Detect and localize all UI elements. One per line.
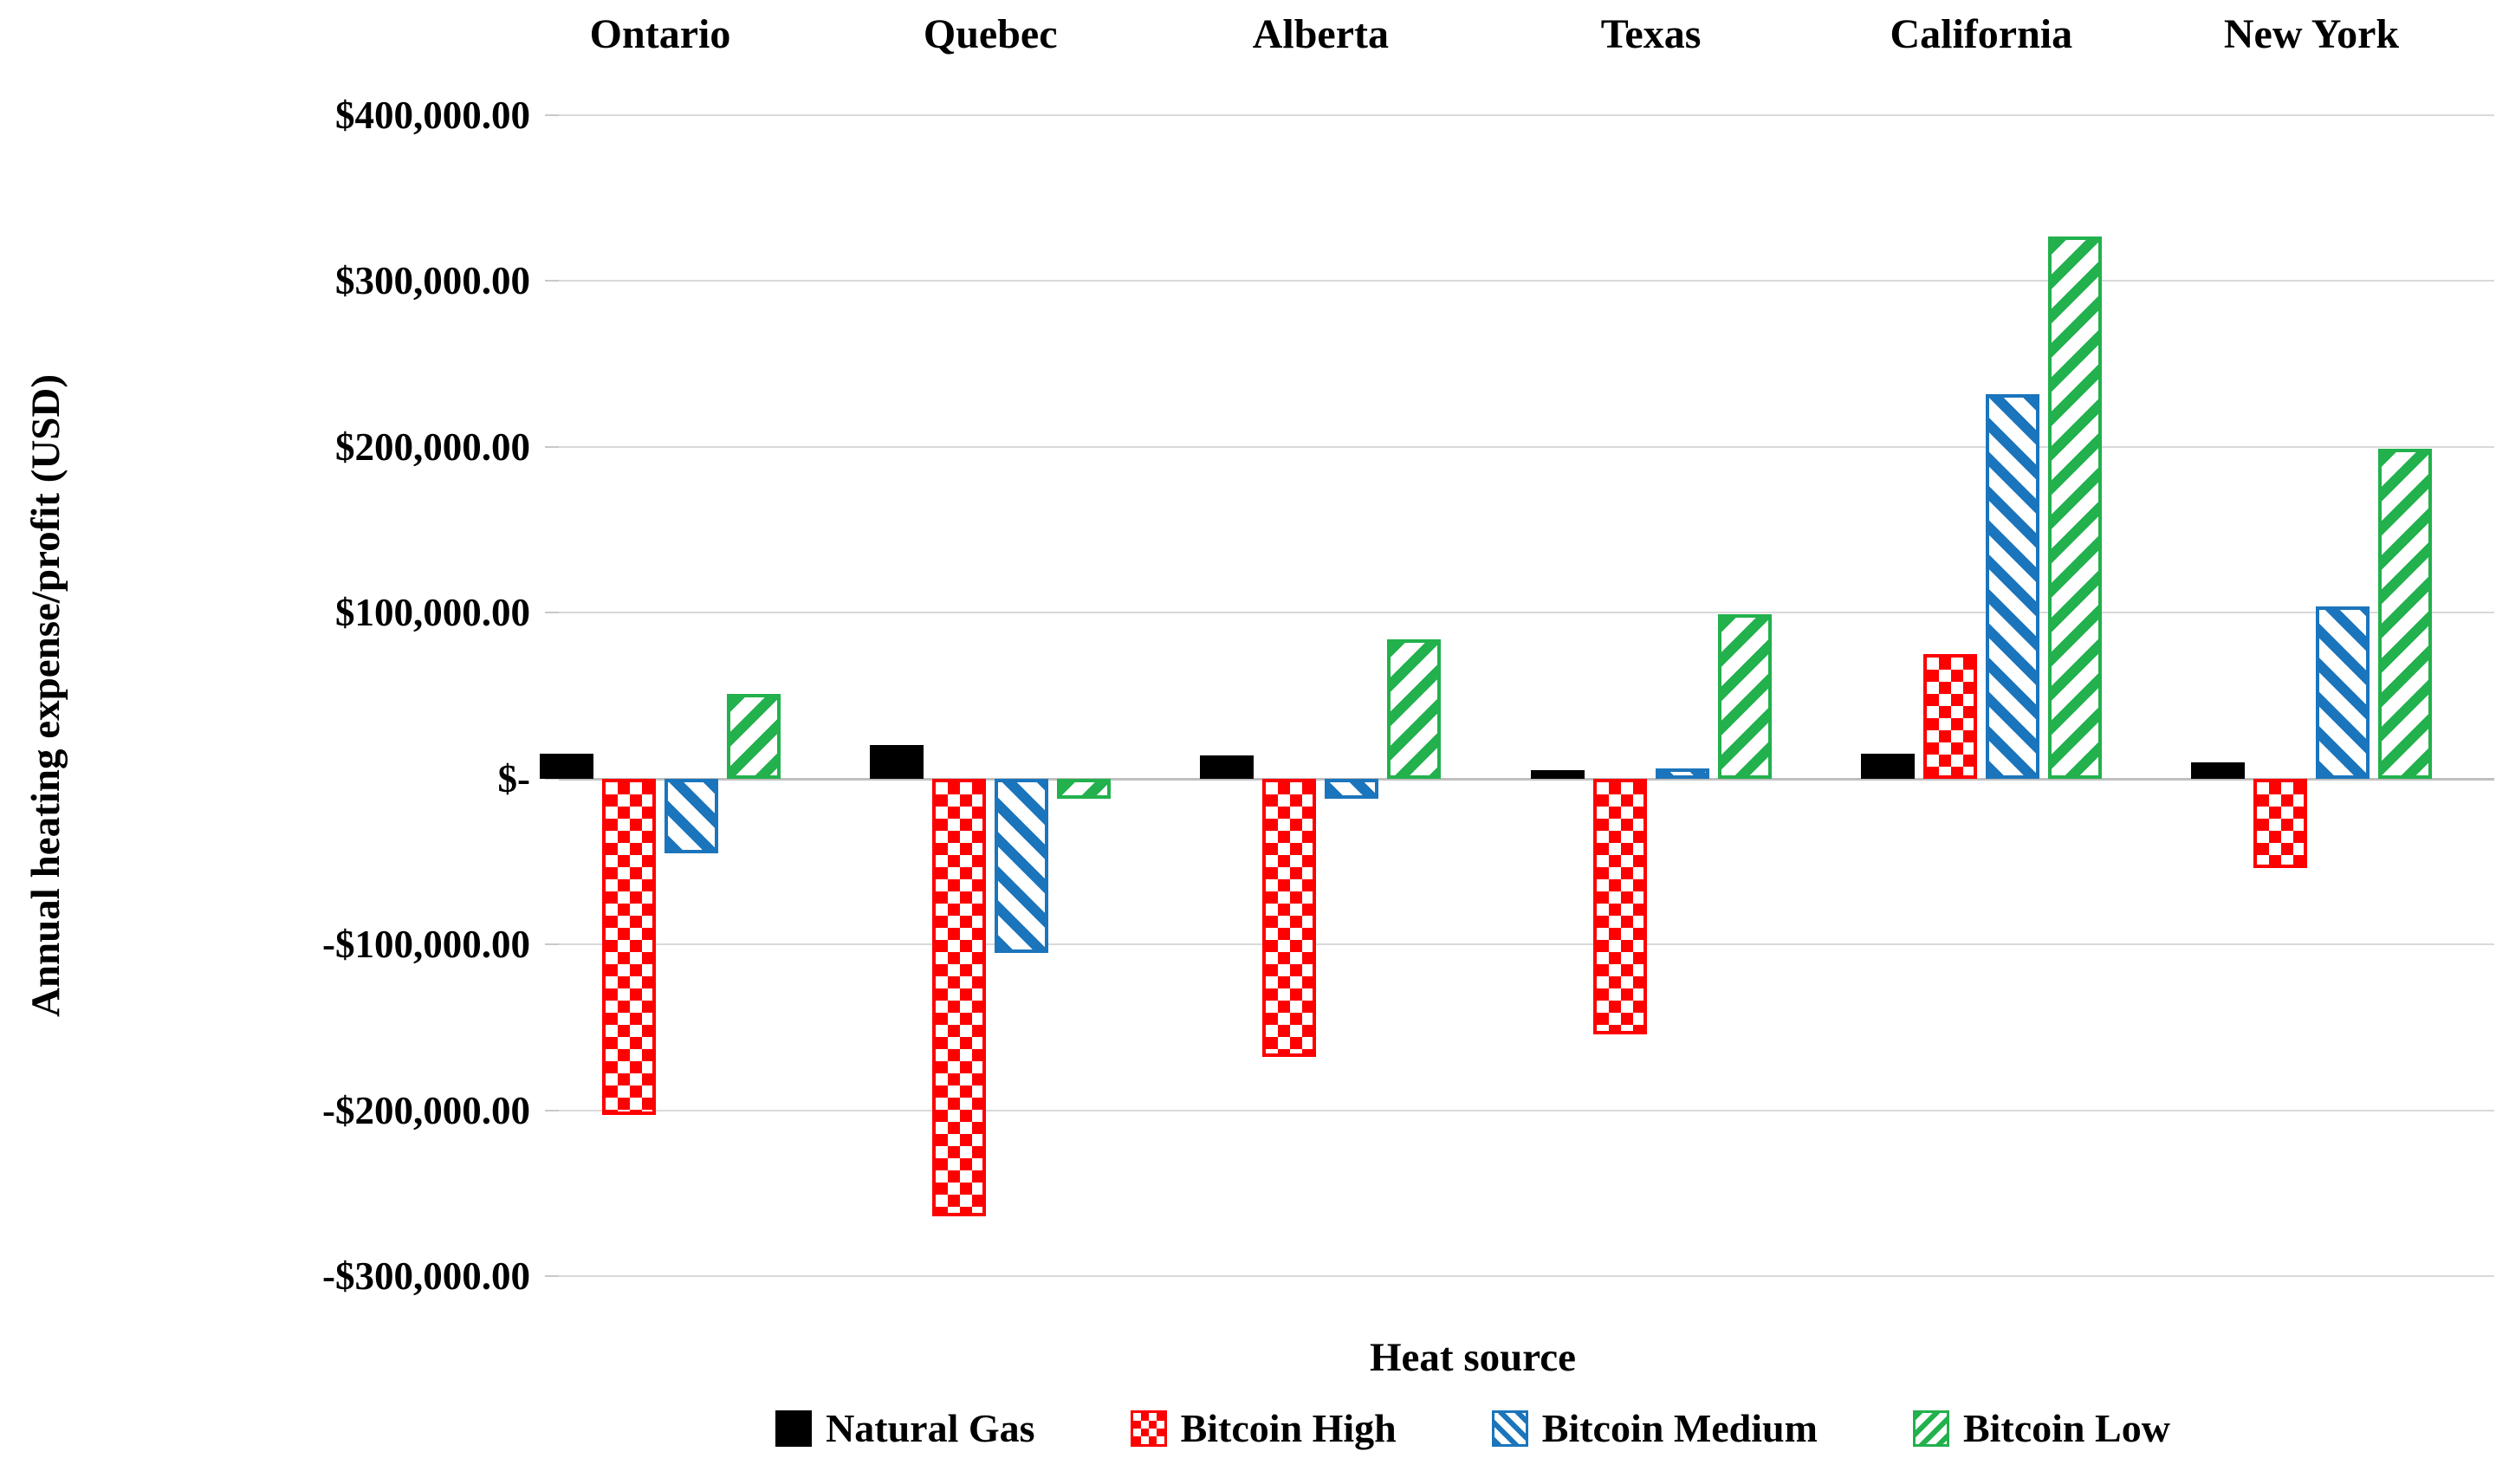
legend-marker-bitcoin-high-icon <box>1130 1409 1167 1447</box>
zero-gridline <box>559 777 2494 781</box>
bar-bitcoin-high-california <box>1922 654 1977 779</box>
bar-bitcoin-medium-texas <box>1655 768 1709 779</box>
y-axis-tickmark <box>545 943 559 946</box>
gridline <box>559 943 2494 946</box>
y-axis-tickmark <box>545 612 559 614</box>
y-axis-tickmark <box>545 1275 559 1277</box>
y-tick-label: -$300,000.00 <box>322 1254 530 1298</box>
bar-bitcoin-low-alberta <box>1387 638 1442 779</box>
bar-bitcoin-high-ontario <box>602 778 656 1116</box>
bar-bitcoin-medium-california <box>1985 393 2039 779</box>
gridline <box>559 1275 2494 1277</box>
y-tick-label: -$200,000.00 <box>322 1088 530 1132</box>
y-axis-tickmark <box>545 280 559 282</box>
gridline <box>559 114 2494 116</box>
bar-natural-gas-alberta <box>1200 755 1254 779</box>
bar-natural-gas-texas <box>1530 770 1585 779</box>
gridline <box>559 445 2494 448</box>
bar-bitcoin-medium-alberta <box>1325 778 1379 799</box>
bar-natural-gas-quebec <box>870 745 924 779</box>
bar-bitcoin-low-texas <box>1717 614 1772 779</box>
y-tick-label: $200,000.00 <box>335 424 530 469</box>
legend-label-bitcoin-low: Bitcoin Low <box>1962 1406 2170 1450</box>
legend-label-bitcoin-high: Bitcoin High <box>1180 1406 1397 1450</box>
y-axis-tickmark <box>545 777 559 780</box>
legend-label-bitcoin-medium: Bitcoin Medium <box>1541 1406 1818 1450</box>
bar-bitcoin-low-ontario <box>727 694 781 779</box>
bar-bitcoin-high-new-york <box>2253 778 2307 869</box>
bar-natural-gas-ontario <box>540 754 593 779</box>
legend-marker-bitcoin-medium-icon <box>1491 1409 1528 1447</box>
legend-item-bitcoin-low: Bitcoin Low <box>1912 1405 2170 1451</box>
category-label-ontario: Ontario <box>589 11 731 57</box>
bar-bitcoin-high-alberta <box>1262 778 1317 1058</box>
bar-bitcoin-high-texas <box>1592 778 1647 1034</box>
gridline <box>559 1109 2494 1111</box>
category-label-california: California <box>1890 11 2073 57</box>
bar-bitcoin-low-california <box>2047 236 2102 779</box>
y-axis-tickmark <box>545 1109 559 1111</box>
legend-item-natural-gas: Natural Gas <box>775 1405 1035 1451</box>
category-label-quebec: Quebec <box>923 11 1058 57</box>
legend-marker-bitcoin-low-icon <box>1912 1409 1949 1447</box>
y-tick-label: $100,000.00 <box>335 591 530 635</box>
bar-bitcoin-high-quebec <box>932 778 987 1217</box>
category-label-alberta: Alberta <box>1252 11 1390 57</box>
y-tick-label: $400,000.00 <box>335 94 530 137</box>
legend-item-bitcoin-high: Bitcoin High <box>1130 1405 1397 1451</box>
legend: Natural Gas Bitcoin High Bitcoin Medium Bit… <box>399 1405 2496 1451</box>
category-label-texas: Texas <box>1600 11 1702 57</box>
y-tick-label: -$100,000.00 <box>322 923 530 967</box>
bar-bitcoin-medium-ontario <box>665 778 718 853</box>
bar-bitcoin-medium-new-york <box>2316 606 2370 779</box>
bar-bitcoin-low-new-york <box>2378 448 2432 779</box>
y-axis-tickmark <box>545 114 559 116</box>
bar-bitcoin-medium-quebec <box>995 778 1049 953</box>
bar-natural-gas-california <box>1860 754 1915 779</box>
bar-natural-gas-new-york <box>2191 761 2245 779</box>
y-axis-tickmark <box>545 445 559 448</box>
y-tick-label: $- <box>497 756 531 800</box>
legend-marker-natural-gas-icon <box>775 1409 813 1447</box>
gridline <box>559 280 2494 282</box>
plot-area <box>540 114 2494 1277</box>
bar-bitcoin-low-quebec <box>1057 778 1112 799</box>
x-axis-title: Heat source <box>1370 1335 1576 1380</box>
category-label-new-york: New York <box>2223 11 2400 57</box>
legend-label-natural-gas: Natural Gas <box>826 1406 1035 1450</box>
gridline <box>559 612 2494 614</box>
y-tick-label: $300,000.00 <box>335 259 530 303</box>
legend-item-bitcoin-medium: Bitcoin Medium <box>1491 1405 1818 1451</box>
